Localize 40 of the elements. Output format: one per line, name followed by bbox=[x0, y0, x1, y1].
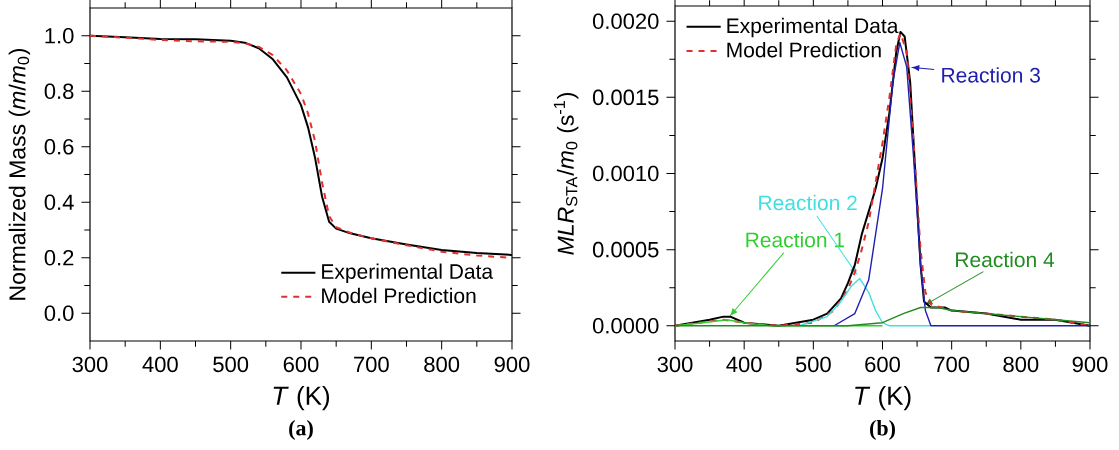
legend-label: Model Prediction bbox=[322, 287, 476, 304]
y-tick-label: 0.8 bbox=[44, 83, 74, 100]
y-tick-label: 0.0000 bbox=[592, 318, 659, 334]
x-tick-label: 400 bbox=[142, 356, 178, 373]
y-tick-label: 0.0010 bbox=[592, 165, 659, 182]
text: Reaction 1 bbox=[746, 231, 844, 248]
y-tick-label: 0.0020 bbox=[592, 13, 659, 30]
legend-label: Reaction 3 bbox=[942, 67, 1040, 83]
legend-label: Experimental Data bbox=[727, 17, 899, 38]
y-tick-label: 0.0 bbox=[44, 305, 74, 322]
text: (b) bbox=[870, 420, 895, 441]
x-tick-label: 800 bbox=[1003, 356, 1039, 373]
y-tick-label: 0.6 bbox=[44, 138, 74, 155]
x-tick-label: 800 bbox=[424, 356, 460, 373]
line-series bbox=[798, 277, 932, 327]
x-tick-label: 600 bbox=[865, 356, 900, 373]
y-axis-title: MLR$_{STA}$/m$_{0}$ (s$^{-1}$) bbox=[553, 93, 579, 255]
x-tick-label: 300 bbox=[72, 356, 108, 373]
x-tick-label: 700 bbox=[934, 356, 970, 373]
x-tick-label: 900 bbox=[1072, 356, 1108, 373]
x-tick-label: 500 bbox=[795, 356, 831, 373]
x-axis-title: T (K) bbox=[273, 385, 330, 411]
x-tick-label: 900 bbox=[494, 356, 530, 373]
legend-label: Model Prediction bbox=[727, 41, 881, 58]
y-tick-label: 0.2 bbox=[44, 249, 74, 266]
x-tick-label: 600 bbox=[283, 356, 319, 373]
x-tick-label: 500 bbox=[213, 356, 249, 373]
x-tick-label: 400 bbox=[726, 356, 762, 373]
x-tick-label: 300 bbox=[657, 356, 693, 373]
y-tick-label: 0.0005 bbox=[592, 241, 659, 258]
y-tick-label: 1.0 bbox=[45, 27, 74, 44]
text: Reaction 2 bbox=[759, 194, 857, 211]
y-axis-title: Normalized Mass (m/m$_{0}$) bbox=[8, 48, 31, 300]
text: Reaction 4 bbox=[956, 251, 1055, 268]
x-tick-label: 700 bbox=[354, 356, 389, 373]
text: (a) bbox=[289, 420, 313, 441]
y-tick-label: 0.4 bbox=[44, 194, 74, 211]
legend-label: Experimental Data bbox=[322, 263, 494, 284]
y-tick-label: 0.0015 bbox=[592, 89, 659, 106]
x-axis-title: T (K) bbox=[855, 385, 911, 411]
